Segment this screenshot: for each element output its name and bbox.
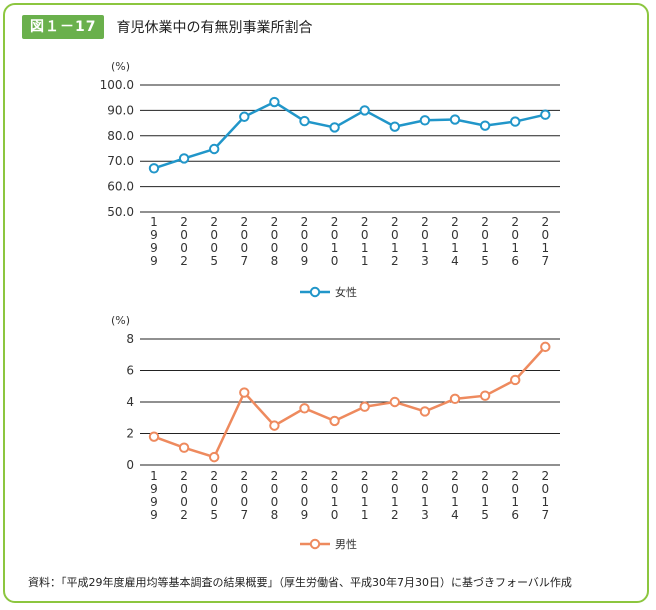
data-point [239, 387, 250, 398]
legend-marker [309, 538, 321, 550]
data-point [329, 122, 340, 133]
y-tick-label: 70.0 [107, 154, 134, 168]
data-point [419, 406, 431, 417]
y-tick-label: 100.0 [100, 78, 134, 92]
legend-label: 女性 [335, 285, 357, 299]
data-point [239, 111, 250, 122]
y-tick-label: 6 [126, 364, 134, 378]
legend-label: 男性 [335, 537, 357, 551]
y-tick-label: 60.0 [107, 180, 134, 194]
data-point [148, 163, 160, 174]
data-point [540, 341, 551, 353]
y-tick-label: 50.0 [107, 205, 134, 219]
data-point [540, 109, 551, 120]
data-point [269, 96, 280, 108]
chart-panel-female: (%) 50.0 60.0 70.0 80.0 90.0 100.0 1 9 9 9 2 0 0 2 2 0 0 5… [100, 60, 560, 299]
data-point [449, 114, 461, 125]
y-tick-label: 8 [126, 332, 134, 346]
data-point [178, 442, 190, 453]
data-point [269, 420, 280, 431]
figure-header: 図１－17 育児休業中の有無別事業所割合 [22, 15, 312, 39]
chart-panel-male: (%) 0 2 4 6 8 1 9 9 9 2 0 0 2 2 0 0 5 2 0 0 7 2 0 0 8 2 0 0 9 2 0 1 0 2 0 1 1… [111, 314, 560, 551]
chart-title: 育児休業中の有無別事業所割合 [116, 20, 313, 36]
figure-label: 図１－17 [22, 15, 105, 39]
legend-female: 女性 [300, 285, 357, 299]
data-point [209, 143, 220, 155]
data-point [359, 401, 370, 412]
data-point [209, 451, 220, 463]
y-tick-label: 80.0 [107, 129, 134, 143]
legend-male: 男性 [300, 537, 357, 551]
y-tick-label: 2 [126, 427, 134, 441]
data-point [329, 415, 340, 427]
data-point [419, 115, 431, 126]
data-point [299, 403, 310, 414]
data-point [178, 153, 190, 164]
data-point [359, 105, 370, 116]
y-tick-label: 0 [126, 458, 134, 472]
data-point [510, 116, 521, 127]
data-point [479, 390, 491, 401]
y-tick-label: 4 [126, 395, 134, 409]
series-line-female [153, 100, 546, 170]
data-point [148, 431, 160, 442]
data-point [449, 393, 461, 405]
chart-area: (%) 50.0 60.0 70.0 80.0 90.0 100.0 1 9 9 9 2 0 0 2 2 0 0 5… [100, 60, 560, 551]
data-point [389, 121, 400, 132]
data-point [479, 120, 491, 131]
data-point [510, 374, 521, 386]
data-point [299, 115, 310, 127]
y-axis-unit-label: (%) [111, 60, 130, 73]
y-tick-label: 90.0 [107, 103, 134, 117]
y-axis-unit-label: (%) [111, 314, 130, 327]
source-footnote: 資料：「平成29年度雇用均等基本調査の結果概要」（厚生労働省、平成30年7月30… [28, 576, 572, 589]
figure-frame [3, 3, 649, 603]
legend-marker [309, 286, 321, 298]
data-point [389, 396, 400, 408]
